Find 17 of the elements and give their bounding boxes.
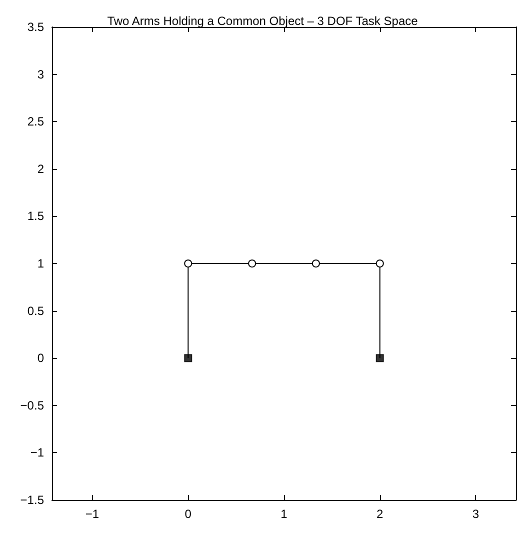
x-tick-label: 1 [280, 507, 288, 521]
y-tick-label: −1 [30, 446, 44, 460]
x-tick-label: 0 [184, 507, 192, 521]
y-tick-label: 1.5 [27, 209, 44, 224]
y-tick-label: 1 [37, 256, 44, 270]
y-tick-label: 0 [37, 351, 44, 366]
y-tick-label: −1.5 [20, 493, 44, 507]
x-tick-label: 2 [376, 507, 384, 521]
x-tick-label: 3 [472, 507, 480, 521]
y-tick-label: −0.5 [20, 398, 44, 412]
y-tick-label: 2.5 [27, 114, 44, 129]
y-tick-label: 2 [37, 162, 44, 176]
y-tick-label: 3.5 [27, 20, 44, 34]
chart-title: Two Arms Holding a Common Object – 3 DOF Task Space [107, 14, 418, 28]
y-tick-label: 3 [37, 67, 44, 82]
y-tick-label: 0.5 [27, 304, 44, 318]
x-tick-label: −1 [85, 507, 100, 521]
